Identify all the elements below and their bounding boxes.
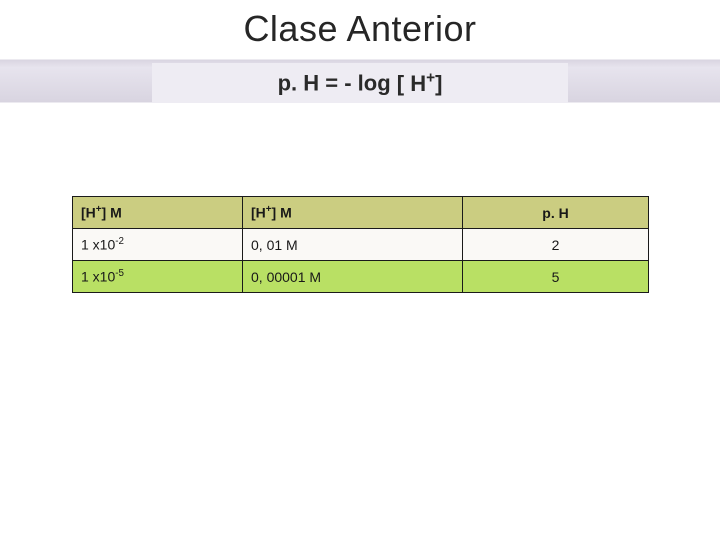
cell-sci: 1 x10-2 [73,229,243,261]
table-header-row: [H+] M [H+] M p. H [73,197,649,229]
slide-title: Clase Anterior [0,8,720,50]
r1-ph: 5 [552,269,560,285]
hdr0-sym: H [86,205,96,221]
hdr1-bc: ] [272,205,277,221]
formula-strip: p. H = - log [ H+] [152,63,568,103]
r0-exp: -2 [115,236,124,247]
col-header-ph: p. H [463,197,649,229]
cell-decimal: 0, 00001 M [243,261,463,293]
hdr0-unit: M [110,205,122,221]
r1-base: 1 x10 [81,269,115,285]
r0-ph: 2 [552,237,560,253]
r1-dec: 0, 00001 M [251,269,321,285]
ph-table-container: [H+] M [H+] M p. H 1 x10-2 [72,196,648,293]
ph-table: [H+] M [H+] M p. H 1 x10-2 [72,196,649,293]
cell-decimal: 0, 01 M [243,229,463,261]
h-sup: + [426,69,435,86]
h-close: ] [435,71,442,96]
h-open: [ H [397,71,426,96]
slide: Clase Anterior p. H = - log [ H+] [H+] M [0,0,720,540]
r0-base: 1 x10 [81,237,115,253]
formula-rhs-prefix: - log [344,71,397,96]
r1-exp: -5 [115,268,124,279]
formula-h-ion: [ H+] [397,71,443,96]
col-header-hconc-dec: [H+] M [243,197,463,229]
formula-lhs: p. H [278,71,320,96]
col-header-hconc-sci: [H+] M [73,197,243,229]
hdr2-label: p. H [542,205,568,221]
r0-dec: 0, 01 M [251,237,298,253]
title-text: Clase Anterior [243,8,476,49]
formula-text: p. H = - log [ H+] [278,69,443,96]
hdr1-sym: H [256,205,266,221]
hdr0-bc: ] [102,205,107,221]
cell-sci: 1 x10-5 [73,261,243,293]
cell-ph: 5 [463,261,649,293]
formula-eq: = [325,71,344,96]
cell-ph: 2 [463,229,649,261]
hdr1-unit: M [280,205,292,221]
table-row: 1 x10-5 0, 00001 M 5 [73,261,649,293]
table-row: 1 x10-2 0, 01 M 2 [73,229,649,261]
